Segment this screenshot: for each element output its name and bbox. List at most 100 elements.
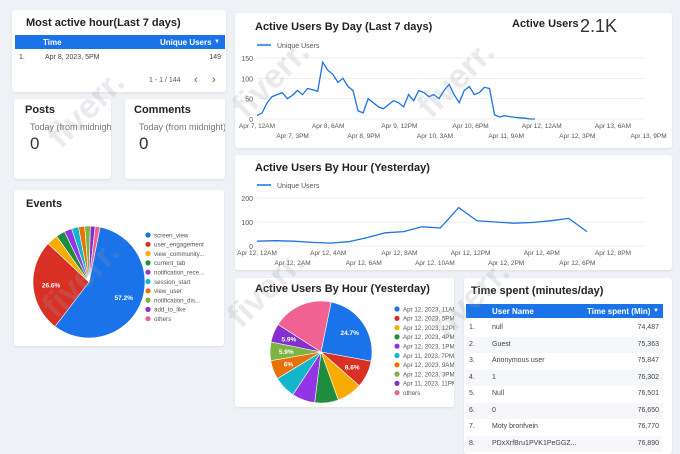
pie-by-hour-card: Active Users By Hour (Yesterday) 24.7% 8.… <box>235 278 454 407</box>
legend-label: add_to_like <box>154 307 186 314</box>
row-index: 1. <box>469 324 475 331</box>
x-tick-label: Apr 13, 6AM <box>595 123 631 130</box>
next-page-icon[interactable]: › <box>212 74 216 86</box>
row-user-name: Anonymous user <box>492 357 545 364</box>
legend-dot <box>145 278 151 285</box>
legend-label: Apr 12, 2023, 5PM <box>403 316 454 323</box>
legend-label: others <box>154 316 171 323</box>
slice-label: 5.9% <box>281 337 296 344</box>
legend-dot <box>394 352 400 359</box>
legend-dot <box>394 343 400 349</box>
row-time-spent: 76,501 <box>637 390 659 397</box>
x-tick-label: Apr 7, 3PM <box>276 133 309 140</box>
events-card: Events 57.2% 26.6% screen_view user_engagem… <box>14 190 224 346</box>
row-index: 1. <box>19 54 25 61</box>
column-time-spent[interactable]: Time spent (Min) <box>587 307 651 316</box>
arrow-down-icon[interactable]: ▼ <box>653 308 659 314</box>
slice-label: 8.6% <box>345 365 360 372</box>
comments-title: Comments <box>134 104 191 116</box>
legend-label: view_user <box>154 288 182 295</box>
legend-dot <box>145 232 151 238</box>
posts-value: 0 <box>30 134 40 153</box>
row-time-spent: 75,847 <box>637 357 659 364</box>
table-row[interactable]: 1. Apr 8, 2023, 5PM 149 <box>15 50 225 66</box>
row-time-spent: 74,487 <box>637 324 659 331</box>
users-by-hour-card: Active Users By Hour (Yesterday) Unique … <box>235 155 672 270</box>
pie-slice <box>32 243 90 327</box>
legend-label: others <box>403 390 420 397</box>
table-row[interactable]: 2. Guest 75,363 <box>466 336 663 353</box>
legend-dot <box>394 380 400 386</box>
table-row[interactable]: 7. Moty bronfvein 76,770 <box>466 419 663 435</box>
legend-dot <box>145 260 151 266</box>
prev-page-icon[interactable]: ‹ <box>194 74 198 86</box>
legend-label: Apr 11, 2023, 11PM <box>403 381 454 388</box>
series-line <box>256 206 588 244</box>
time-spent-card: Time spent (minutes/day) User Name Time … <box>464 278 672 454</box>
column-unique-users[interactable]: Unique Users <box>160 38 212 47</box>
users-by-day-title: Active Users By Day (Last 7 days) <box>255 21 433 33</box>
legend-dot <box>145 241 151 247</box>
users-by-day-card: Active Users By Day (Last 7 days) Active… <box>235 13 672 148</box>
legend-label: screen_view <box>154 232 189 239</box>
row-time: Apr 8, 2023, 5PM <box>45 54 100 61</box>
x-tick-label: Apr 12, 8PM <box>595 250 631 257</box>
x-tick-label: Apr 9, 12PM <box>381 123 417 130</box>
y-tick-label: 100 <box>241 76 253 83</box>
legend-dot <box>145 316 151 322</box>
x-tick-label: Apr 8, 9PM <box>348 133 381 140</box>
legend-label: session_start <box>154 279 191 286</box>
arrow-down-icon[interactable]: ▼ <box>214 39 220 45</box>
table-row[interactable]: 3. Anonymous user 75,847 <box>466 353 663 369</box>
x-tick-label: Apr 12, 3PM <box>559 133 595 140</box>
legend-dot <box>394 325 400 331</box>
time-spent-table-header: User Name Time spent (Min) ▼ <box>466 304 663 318</box>
column-user-name[interactable]: User Name <box>492 307 534 316</box>
users-by-hour-title: Active Users By Hour (Yesterday) <box>255 162 430 174</box>
x-tick-label: Apr 12, 12PM <box>451 250 491 257</box>
y-tick-label: 100 <box>241 220 253 227</box>
row-index: 2. <box>469 340 475 348</box>
legend-dot <box>394 306 400 312</box>
comments-subtitle: Today (from midnight) <box>139 122 225 132</box>
series-line <box>256 60 535 120</box>
pie-slice <box>320 301 373 362</box>
legend-dot <box>145 297 151 303</box>
most-active-hour-card: Most active hour(Last 7 days) Time Uniqu… <box>12 10 226 92</box>
x-tick-label: Apr 12, 4AM <box>310 250 346 257</box>
x-tick-label: Apr 10, 3AM <box>417 133 453 140</box>
table-row[interactable]: 1. null 74,487 <box>466 320 663 336</box>
time-spent-title: Time spent (minutes/day) <box>471 285 604 297</box>
row-user-name: 0 <box>492 406 496 414</box>
legend-label: Apr 11, 2023, 7PM <box>403 353 454 360</box>
row-index: 8. <box>469 439 475 447</box>
table-row[interactable]: 5. Null 76,501 <box>466 386 663 402</box>
row-index: 4. <box>469 373 475 381</box>
legend-label: notification_dis... <box>154 297 200 304</box>
x-tick-label: Apr 12, 8AM <box>381 250 417 257</box>
pagination-label: 1 - 1 / 144 <box>149 77 181 84</box>
row-user-name: 1 <box>492 373 496 381</box>
table-row[interactable]: 8. PDxXrfBru1PVK1PeGGZ... 76,890 <box>466 435 663 452</box>
active-users-value: 2.1K <box>580 16 618 36</box>
row-index: 6. <box>469 406 475 414</box>
pie-by-hour-chart: 24.7% 8.6% 6% 5.9% 5.9% Apr 12, 2023, 11AM Apr… <box>269 300 454 404</box>
legend-label: Unique Users <box>277 43 320 50</box>
legend-label: Apr 12, 2023, 1PM <box>403 344 454 351</box>
posts-card: Posts Today (from midnight) 0 <box>14 99 111 179</box>
x-tick-label: Apr 12, 6AM <box>346 260 382 267</box>
slice-label: 26.6% <box>42 283 61 290</box>
legend-dot <box>394 334 400 340</box>
x-tick-label: Apr 12, 12AM <box>237 250 277 257</box>
pie-by-hour-title: Active Users By Hour (Yesterday) <box>255 283 430 295</box>
x-tick-label: Apr 12, 4PM <box>524 250 560 257</box>
slice-label: 6% <box>284 362 294 369</box>
y-tick-label: 150 <box>241 56 253 63</box>
column-time[interactable]: Time <box>43 38 62 47</box>
table-row[interactable]: 6. 0 76,650 <box>466 402 663 419</box>
comments-card: Comments Today (from midnight) 0 <box>125 99 225 179</box>
slice-label: 5.9% <box>279 349 294 356</box>
table-row[interactable]: 4. 1 76,302 <box>466 369 663 386</box>
legend-dot <box>394 390 400 396</box>
y-tick-label: 0 <box>249 244 253 251</box>
